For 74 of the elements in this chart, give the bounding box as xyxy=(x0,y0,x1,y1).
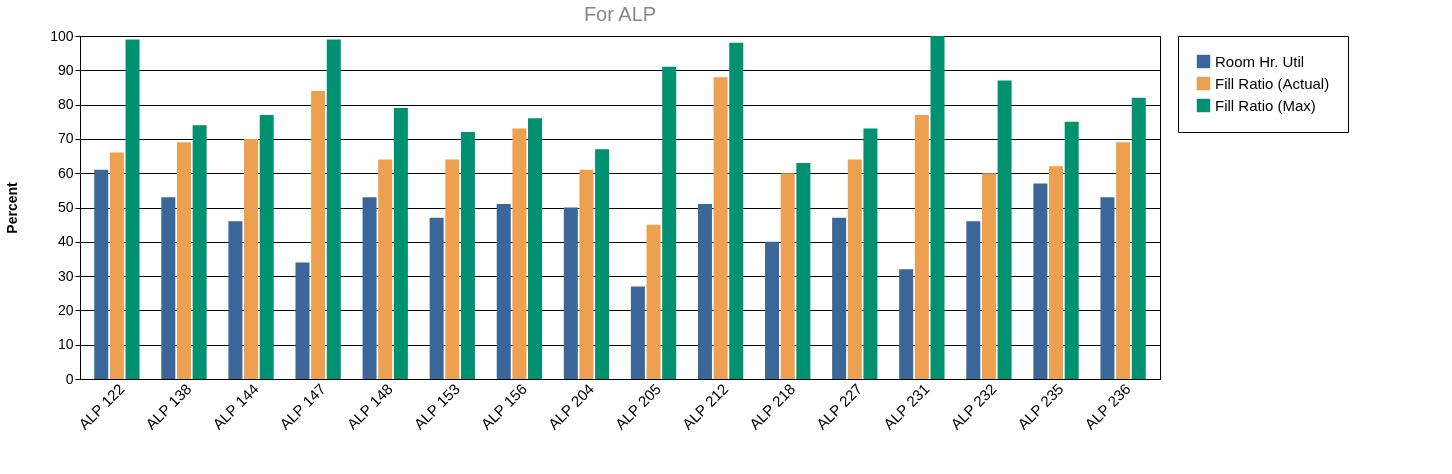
x-tick-label: ALP 122 xyxy=(74,380,128,433)
bar xyxy=(496,204,511,379)
y-tick-label: 50 xyxy=(57,199,74,215)
bar xyxy=(161,197,176,379)
chart-title: For ALP xyxy=(583,3,657,25)
bar xyxy=(393,108,408,379)
bar xyxy=(378,159,393,379)
y-tick-label: 0 xyxy=(65,370,74,387)
x-tick-label: ALP 227 xyxy=(812,380,866,433)
y-tick-label: 100 xyxy=(50,27,74,44)
x-tick-label: ALP 138 xyxy=(142,380,195,433)
bar xyxy=(780,173,795,379)
y-tick-label: 40 xyxy=(57,233,74,250)
bar xyxy=(662,66,677,379)
bar xyxy=(445,159,460,379)
bar xyxy=(1049,166,1064,379)
bar xyxy=(899,269,914,379)
y-tick-label: 70 xyxy=(57,130,74,147)
bar xyxy=(630,286,645,379)
bar xyxy=(832,217,847,379)
bar xyxy=(326,39,341,379)
bar xyxy=(863,128,878,379)
bar xyxy=(713,77,728,379)
x-tick-label: ALP 231 xyxy=(879,380,933,433)
bar xyxy=(981,173,996,379)
bar xyxy=(125,39,140,379)
x-tick-label: ALP 147 xyxy=(276,380,329,433)
bar xyxy=(528,118,543,379)
x-tick-label: ALP 232 xyxy=(947,380,1000,433)
bar xyxy=(259,114,274,379)
bar xyxy=(914,114,929,379)
bar xyxy=(429,217,444,379)
bar xyxy=(94,169,109,379)
bar xyxy=(563,207,578,379)
bar xyxy=(646,224,661,379)
bar xyxy=(228,221,243,379)
legend-label: Fill Ratio (Max) xyxy=(1215,96,1316,114)
bar xyxy=(244,138,259,379)
bar xyxy=(311,90,326,379)
bar xyxy=(765,241,780,379)
y-tick-label: 30 xyxy=(57,267,74,284)
bar xyxy=(796,162,811,379)
bar xyxy=(192,125,207,379)
x-tick-label: ALP 218 xyxy=(745,380,799,433)
bar xyxy=(1116,142,1131,379)
bar xyxy=(847,159,862,379)
bar xyxy=(697,204,712,379)
bar xyxy=(176,142,191,379)
y-tick-label: 60 xyxy=(57,164,74,181)
bar xyxy=(729,42,744,379)
bar xyxy=(1064,121,1079,379)
y-axis-title: Percent xyxy=(4,181,21,234)
y-tick-label: 20 xyxy=(57,301,74,318)
bar xyxy=(966,221,981,379)
x-tick-label: ALP 144 xyxy=(209,380,262,433)
bar xyxy=(460,132,475,379)
y-tick-label: 10 xyxy=(57,336,74,353)
legend-label: Fill Ratio (Actual) xyxy=(1215,74,1330,92)
x-tick-label: ALP 236 xyxy=(1081,380,1134,433)
bar xyxy=(1033,183,1048,379)
y-tick-label: 80 xyxy=(57,96,74,113)
bar xyxy=(1100,197,1115,379)
bar xyxy=(595,149,610,379)
bar xyxy=(930,36,945,379)
bar xyxy=(362,197,377,379)
bar xyxy=(1131,97,1146,379)
y-tick-label: 90 xyxy=(57,61,74,78)
bar xyxy=(109,152,124,379)
legend-label: Room Hr. Util xyxy=(1215,52,1305,70)
x-tick-label: ALP 235 xyxy=(1014,380,1067,433)
bar xyxy=(512,128,527,379)
bar xyxy=(295,262,310,379)
bar xyxy=(997,80,1012,379)
bar xyxy=(579,169,594,379)
